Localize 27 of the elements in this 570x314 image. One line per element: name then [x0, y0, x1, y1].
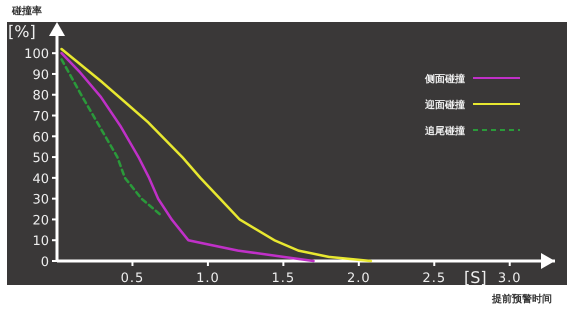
legend-label: 追尾碰撞 — [424, 125, 465, 137]
line-series — [60, 52, 315, 262]
y-tick-label: 90 — [32, 68, 49, 83]
y-tick-label: 20 — [32, 213, 49, 228]
x-tick-label: 2.5 — [422, 271, 446, 286]
x-tick-label: 1.5 — [272, 271, 296, 286]
text: [%] — [8, 22, 36, 41]
y-tick-label: 30 — [32, 192, 49, 208]
text: [S] — [464, 268, 487, 287]
y-tick-label: 50 — [32, 151, 49, 166]
legend-label: 侧面碰撞 — [424, 73, 465, 85]
line-series — [60, 48, 372, 262]
y-axis-title: 碰撞率 — [11, 5, 42, 17]
x-tick-label: 2.0 — [346, 271, 371, 286]
x-tick-label: 0.5 — [120, 271, 144, 286]
y-tick-label: 40 — [32, 172, 49, 187]
y-tick-label: 70 — [32, 110, 49, 125]
y-tick-label: 10 — [32, 234, 49, 250]
y-tick-label: 80 — [32, 88, 49, 104]
line-series — [60, 58, 162, 217]
x-tick-label: 1.0 — [196, 271, 220, 286]
x-axis-title: 提前预警时间 — [491, 293, 552, 305]
y-tick-label: 0 — [40, 255, 49, 270]
y-tick-label: 100 — [24, 47, 49, 62]
legend-label: 迎面碰撞 — [424, 99, 465, 111]
y-tick-label: 60 — [32, 130, 49, 146]
x-tick-label: 3.0 — [498, 271, 522, 286]
